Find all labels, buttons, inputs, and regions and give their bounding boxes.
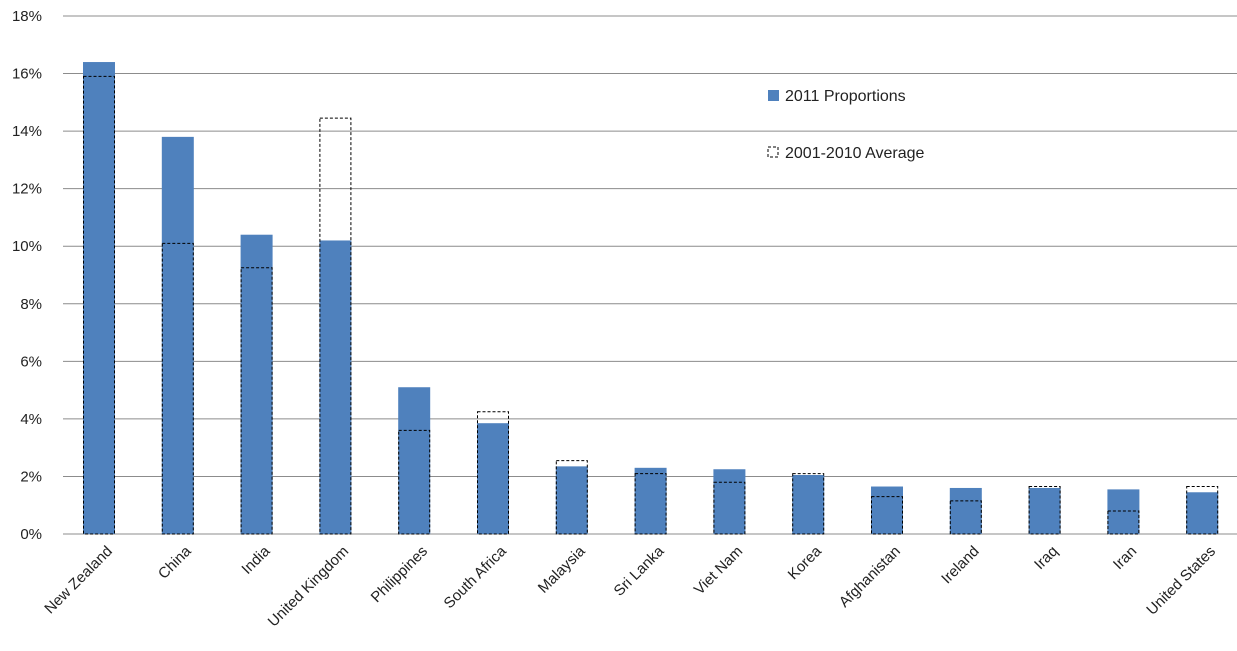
x-tick-label-united-kingdom: United Kingdom (265, 543, 352, 630)
avg-outline-malaysia (555, 460, 588, 535)
y-tick-label: 4% (20, 411, 42, 428)
avg-outline-viet-nam (713, 481, 746, 535)
legend-swatch-2011-proportions (768, 90, 779, 101)
y-tick-label: 12% (12, 181, 42, 198)
bar-2011-sri-lanka (634, 467, 667, 534)
x-tick-label-united-states: United States (1143, 543, 1219, 619)
x-tick-label-india: India (238, 542, 273, 577)
bar-2011-malaysia (555, 466, 588, 534)
y-tick-label: 16% (12, 66, 42, 83)
bar-2011-afghanistan (871, 486, 903, 534)
x-tick-label-viet-nam: Viet Nam (691, 543, 746, 598)
y-tick-label: 14% (12, 123, 42, 140)
x-tick-label-sri-lanka: Sri Lanka (611, 542, 668, 599)
y-tick-label: 0% (20, 526, 42, 543)
legend: 2011 Proportions 2001-2010 Average (767, 88, 924, 162)
bar-2011-united-states (1186, 492, 1219, 534)
y-tick-label: 8% (20, 296, 42, 313)
avg-outline-afghanistan (871, 496, 903, 535)
avg-outline-sri-lanka (634, 473, 667, 535)
x-tick-label-iran: Iran (1110, 543, 1140, 573)
bar-2011-china (161, 136, 194, 534)
gridlines (63, 15, 1237, 535)
y-axis-tick-labels: 0% 2% 4% 6% 8% 10% 12% 14% 16% 18% (12, 8, 42, 543)
bar-2011-india (240, 234, 273, 534)
x-tick-label-korea: Korea (785, 542, 826, 583)
x-tick-label-philippines: Philippines (368, 543, 431, 606)
legend-swatch-2001-2010-average (767, 146, 779, 158)
x-tick-label-new-zealand: New Zealand (41, 543, 116, 618)
x-tick-label-afghanistan: Afghanistan (836, 543, 904, 611)
legend-label-2011-proportions: 2011 Proportions (785, 88, 906, 105)
average-outlines (83, 75, 1219, 535)
bar-2011-viet-nam (713, 469, 746, 534)
avg-outline-china (161, 242, 194, 535)
avg-outline-philippines (398, 429, 431, 535)
avg-outline-india (240, 267, 273, 535)
avg-outline-korea (792, 473, 825, 535)
bar-2011-iraq (1028, 487, 1061, 534)
legend-label-2001-2010-average: 2001-2010 Average (785, 145, 924, 162)
y-tick-label: 10% (12, 238, 42, 255)
y-tick-label: 6% (20, 353, 42, 370)
avg-outline-united-kingdom (319, 117, 352, 535)
avg-outline-iran (1107, 510, 1140, 535)
bars (83, 62, 1219, 535)
avg-outline-south-africa (477, 411, 509, 535)
avg-outline-iraq (1028, 486, 1061, 535)
x-tick-label-malaysia: Malaysia (535, 542, 589, 596)
x-tick-label-ireland: Ireland (938, 543, 982, 587)
bar-2011-iran (1107, 489, 1140, 534)
y-tick-label: 2% (20, 468, 42, 485)
avg-outline-united-states (1186, 486, 1219, 535)
bar-2011-korea (792, 475, 825, 534)
x-tick-label-south-africa: South Africa (441, 542, 511, 612)
avg-outline-new-zealand (83, 75, 115, 535)
bar-2011-new-zealand (83, 62, 115, 535)
bar-2011-ireland (949, 487, 982, 534)
bar-2011-united-kingdom (319, 240, 352, 534)
bar-2011-philippines (398, 387, 431, 534)
x-tick-label-china: China (155, 542, 195, 582)
avg-outline-ireland (949, 500, 982, 535)
x-tick-label-iraq: Iraq (1031, 543, 1061, 573)
bar-2011-south-africa (477, 423, 509, 534)
y-tick-label: 18% (12, 8, 42, 25)
